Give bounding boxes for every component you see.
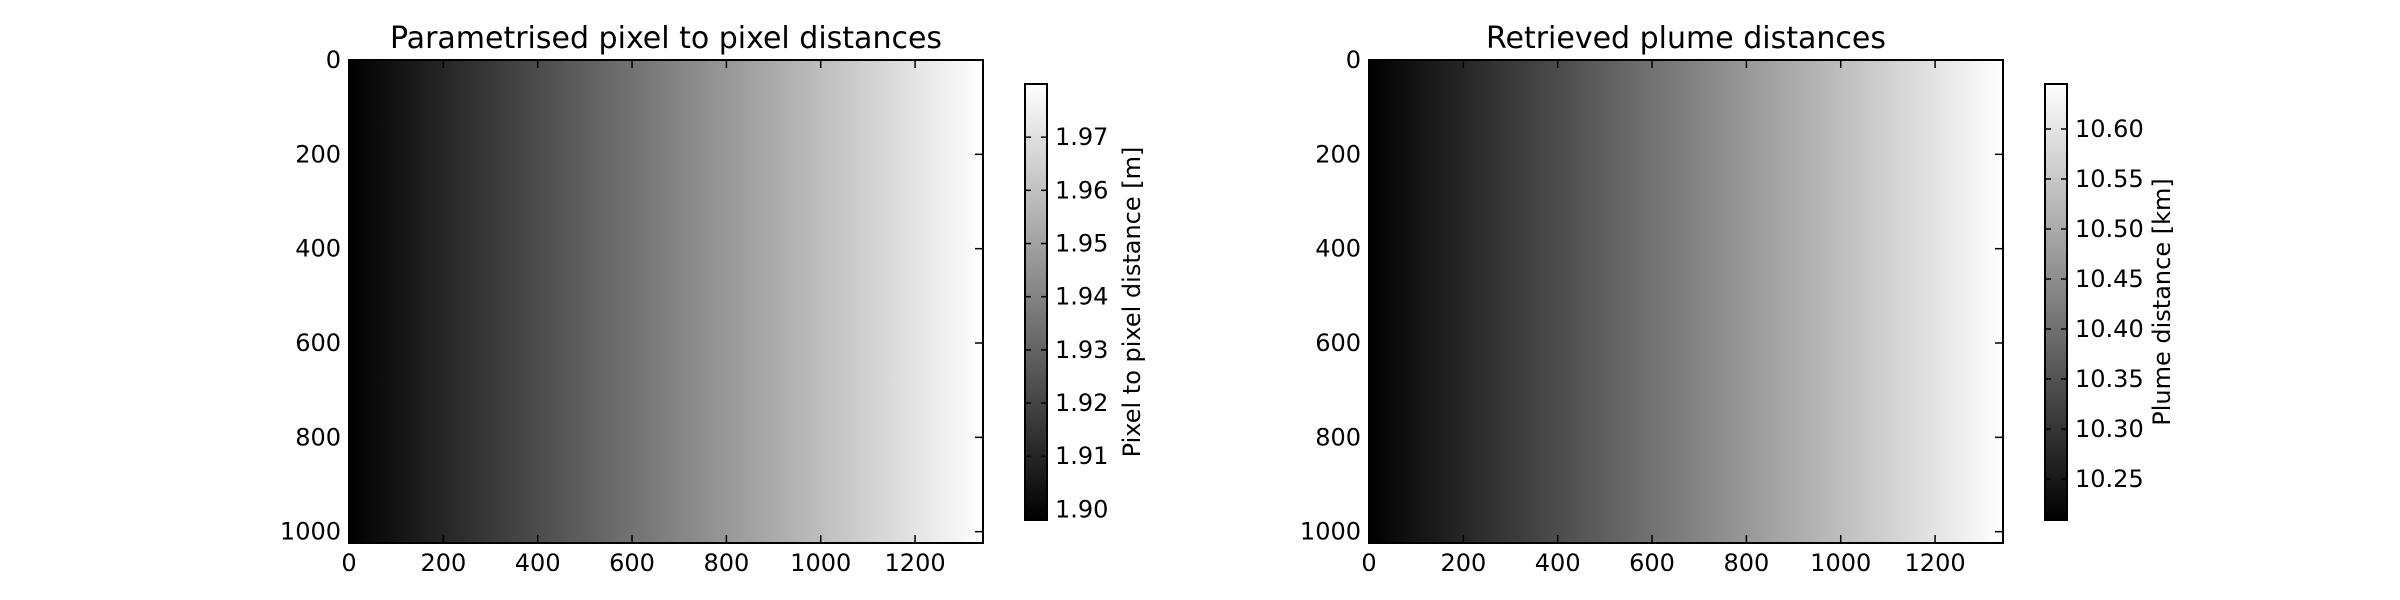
heatmap-image-1 [349,60,983,543]
x-tick-label: 1000 [790,549,851,577]
colorbar-tick-label: 1.90 [1055,495,1108,523]
chart-title-2: Retrieved plume distances [1486,21,1886,56]
colorbar-tick-label: 1.95 [1055,230,1108,258]
colorbar-tick-label: 10.55 [2075,165,2144,193]
colorbar-tick-label: 10.35 [2075,365,2144,393]
x-tick-label: 400 [1535,549,1581,577]
x-tick-label: 200 [1440,549,1486,577]
x-axis-ticks-2: 0 200 400 600 800 1000 1200 [1361,60,1966,577]
colorbar-tick-label: 1.97 [1055,123,1108,151]
x-tick-label: 1200 [885,549,946,577]
colorbar-label-1: Pixel to pixel distance [m] [1118,147,1146,458]
colorbar-tick-label: 10.30 [2075,415,2144,443]
y-tick-label: 1000 [1300,518,1361,546]
colorbar-ticks-2: 10.25 10.30 10.35 10.40 10.45 10.50 10.55 10.60 [2045,115,2144,493]
colorbar-tick-label: 10.25 [2075,465,2144,493]
y-axis-ticks-1: 0 200 400 600 800 1000 [280,46,983,546]
y-tick-label: 1000 [280,518,341,546]
colorbar-tick-label: 1.94 [1055,283,1108,311]
y-tick-label: 400 [295,235,341,263]
colorbar-tick-label: 10.50 [2075,215,2144,243]
colorbar-tick-label: 1.96 [1055,176,1108,204]
y-tick-label: 600 [295,329,341,357]
y-tick-label: 0 [326,46,341,74]
colorbar-tick-label: 10.60 [2075,115,2144,143]
colorbar-2 [2045,84,2067,520]
x-tick-label: 600 [609,549,655,577]
x-axis-ticks-1: 0 200 400 600 800 1000 1200 [341,60,946,577]
y-tick-label: 400 [1315,235,1361,263]
y-axis-ticks-2: 0 200 400 600 800 1000 [1300,46,2003,546]
chart-panel-2: Retrieved plume distances 0 200 400 600 800 1… [1300,21,2176,577]
colorbar-frame-2 [2044,83,2068,521]
y-tick-label: 200 [1315,140,1361,168]
x-tick-label: 1000 [1810,549,1871,577]
chart-title-1: Parametrised pixel to pixel distances [390,21,942,56]
colorbar-tick-label: 1.93 [1055,336,1108,364]
colorbar-tick-label: 1.92 [1055,389,1108,417]
chart-panel-1: Parametrised pixel to pixel distances 0 2… [280,21,1146,577]
colorbar-frame-1 [1024,83,1048,521]
x-tick-label: 1200 [1905,549,1966,577]
y-tick-label: 600 [1315,329,1361,357]
x-tick-label: 800 [703,549,749,577]
plot-frame-2 [1368,59,2004,544]
colorbar-ticks-1: 1.90 1.91 1.92 1.93 1.94 1.95 1.96 1.97 [1025,123,1108,523]
x-tick-label: 0 [341,549,356,577]
heatmap-image-2 [1369,60,2003,543]
y-tick-label: 200 [295,140,341,168]
x-tick-label: 800 [1723,549,1769,577]
colorbar-1 [1025,84,1047,520]
colorbar-tick-label: 10.45 [2075,265,2144,293]
colorbar-tick-label: 10.40 [2075,315,2144,343]
colorbar-label-2: Plume distance [km] [2148,178,2176,425]
y-tick-label: 800 [295,423,341,451]
plot-frame-1 [348,59,984,544]
x-tick-label: 200 [420,549,466,577]
x-tick-label: 0 [1361,549,1376,577]
y-tick-label: 800 [1315,423,1361,451]
x-tick-label: 600 [1629,549,1675,577]
colorbar-tick-label: 1.91 [1055,442,1108,470]
y-tick-label: 0 [1346,46,1361,74]
x-tick-label: 400 [515,549,561,577]
